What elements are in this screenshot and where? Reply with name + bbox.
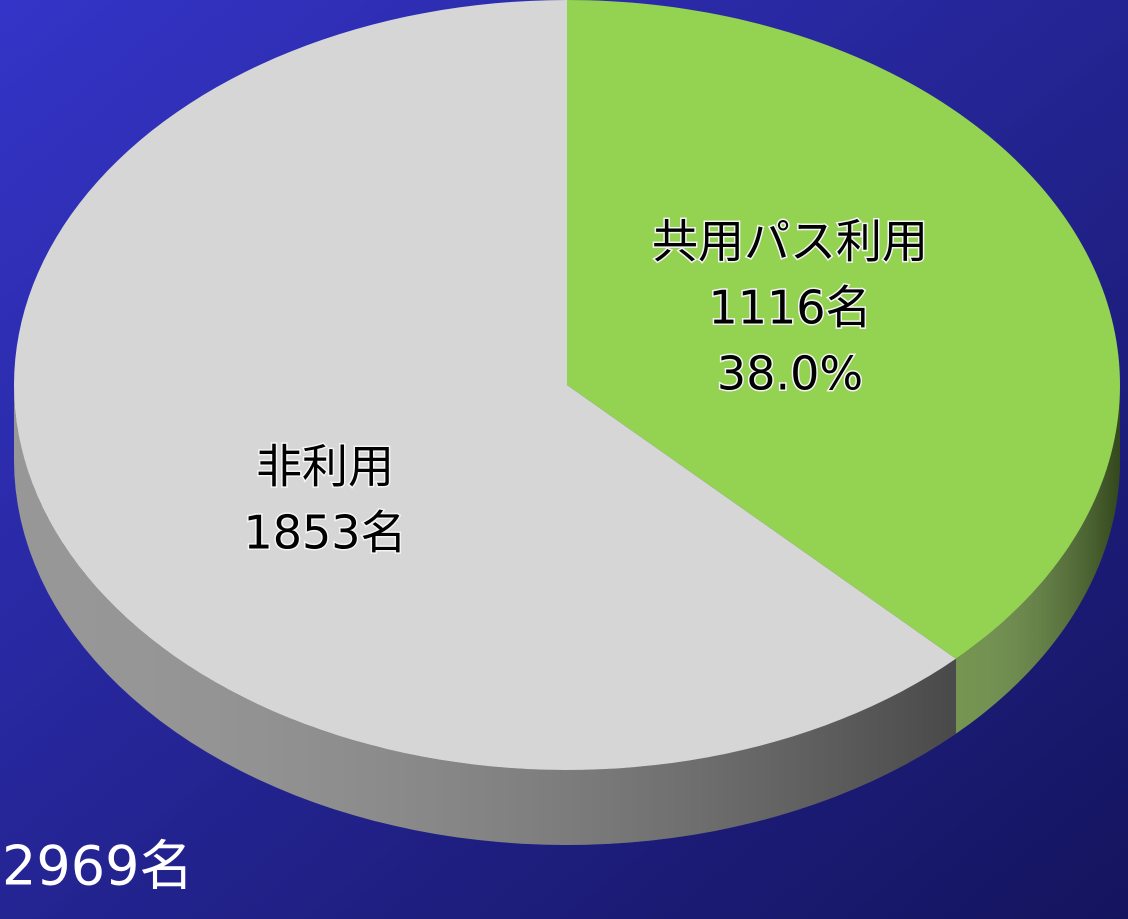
slice bbox=[567, 0, 1120, 659]
total-label: 2969名 bbox=[2, 835, 193, 898]
pie-sides bbox=[14, 385, 1120, 845]
labels: 共用パス利用 1116名 38.0% 非利用 1853名 bbox=[242, 213, 930, 561]
value-label: 1853名 bbox=[243, 506, 406, 560]
category-label: 共用パス利用 bbox=[652, 215, 928, 269]
slice bbox=[14, 0, 956, 770]
slice-side-shade bbox=[955, 385, 1120, 734]
pie-tops bbox=[14, 0, 1120, 770]
category-label: 非利用 bbox=[256, 440, 394, 494]
slice-side-shade bbox=[14, 385, 956, 845]
value-label: 1116名 bbox=[708, 281, 871, 335]
percent-label: 38.0% bbox=[717, 347, 863, 401]
